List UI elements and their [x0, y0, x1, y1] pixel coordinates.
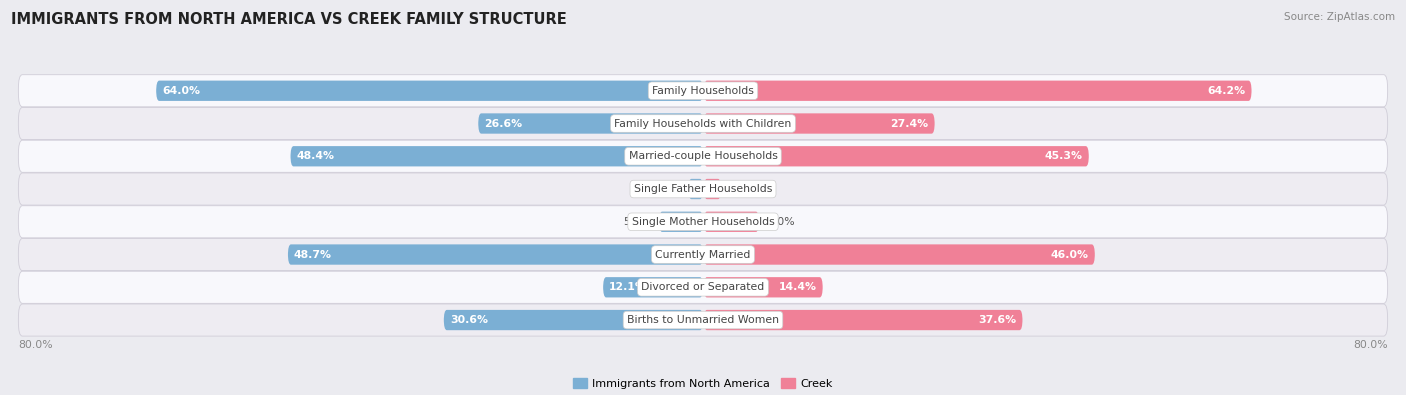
Text: 26.6%: 26.6% [484, 118, 523, 128]
FancyBboxPatch shape [18, 271, 1388, 303]
Text: 2.2%: 2.2% [652, 184, 679, 194]
FancyBboxPatch shape [156, 81, 703, 101]
Text: 80.0%: 80.0% [1353, 340, 1388, 350]
Text: Single Father Households: Single Father Households [634, 184, 772, 194]
FancyBboxPatch shape [288, 245, 703, 265]
Text: 14.4%: 14.4% [779, 282, 817, 292]
FancyBboxPatch shape [18, 107, 1388, 139]
Text: 80.0%: 80.0% [18, 340, 53, 350]
Text: Births to Unmarried Women: Births to Unmarried Women [627, 315, 779, 325]
FancyBboxPatch shape [18, 239, 1388, 271]
FancyBboxPatch shape [704, 81, 1251, 101]
FancyBboxPatch shape [18, 75, 1388, 107]
FancyBboxPatch shape [18, 140, 1388, 172]
FancyBboxPatch shape [704, 179, 721, 199]
Text: 45.3%: 45.3% [1045, 151, 1083, 161]
FancyBboxPatch shape [18, 173, 1388, 205]
Text: 5.6%: 5.6% [623, 217, 651, 227]
FancyBboxPatch shape [704, 146, 1088, 166]
FancyBboxPatch shape [704, 277, 823, 297]
FancyBboxPatch shape [689, 179, 703, 199]
FancyBboxPatch shape [18, 206, 1388, 238]
FancyBboxPatch shape [704, 310, 1022, 330]
Text: 37.6%: 37.6% [979, 315, 1017, 325]
Text: 64.0%: 64.0% [162, 86, 200, 96]
Text: 7.0%: 7.0% [768, 217, 796, 227]
Text: IMMIGRANTS FROM NORTH AMERICA VS CREEK FAMILY STRUCTURE: IMMIGRANTS FROM NORTH AMERICA VS CREEK F… [11, 12, 567, 27]
FancyBboxPatch shape [603, 277, 703, 297]
FancyBboxPatch shape [704, 113, 935, 134]
FancyBboxPatch shape [291, 146, 703, 166]
Text: 46.0%: 46.0% [1050, 250, 1088, 260]
FancyBboxPatch shape [478, 113, 703, 134]
FancyBboxPatch shape [704, 212, 759, 232]
FancyBboxPatch shape [659, 212, 703, 232]
Text: 30.6%: 30.6% [450, 315, 488, 325]
Text: 2.6%: 2.6% [730, 184, 758, 194]
Text: Divorced or Separated: Divorced or Separated [641, 282, 765, 292]
FancyBboxPatch shape [18, 304, 1388, 336]
FancyBboxPatch shape [704, 245, 1095, 265]
Text: 27.4%: 27.4% [890, 118, 928, 128]
Text: Source: ZipAtlas.com: Source: ZipAtlas.com [1284, 12, 1395, 22]
Text: 12.1%: 12.1% [609, 282, 647, 292]
Text: Family Households with Children: Family Households with Children [614, 118, 792, 128]
Text: 48.4%: 48.4% [297, 151, 335, 161]
Legend: Immigrants from North America, Creek: Immigrants from North America, Creek [569, 374, 837, 393]
Text: Single Mother Households: Single Mother Households [631, 217, 775, 227]
Text: Currently Married: Currently Married [655, 250, 751, 260]
Text: 64.2%: 64.2% [1208, 86, 1246, 96]
Text: Married-couple Households: Married-couple Households [628, 151, 778, 161]
Text: Family Households: Family Households [652, 86, 754, 96]
FancyBboxPatch shape [444, 310, 703, 330]
Text: 48.7%: 48.7% [294, 250, 332, 260]
